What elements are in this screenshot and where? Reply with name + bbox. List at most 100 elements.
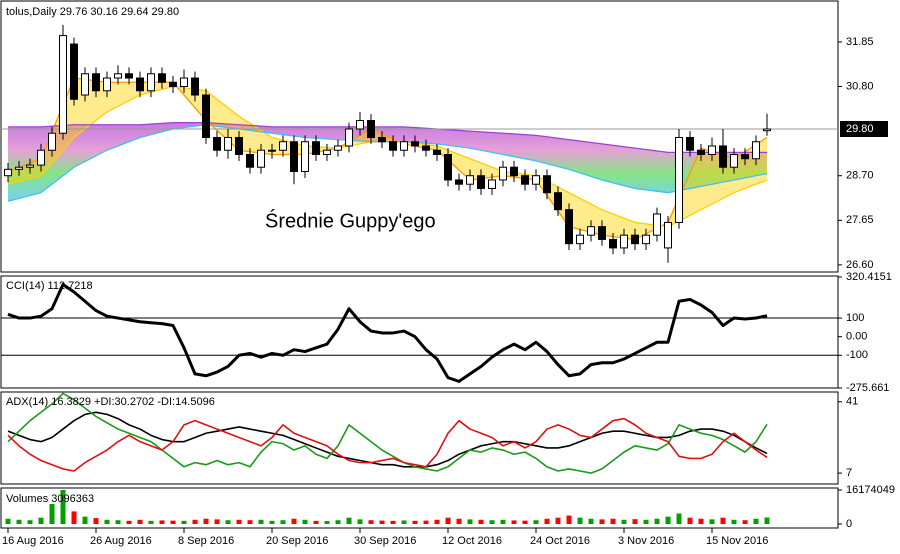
volume-bar (676, 513, 682, 524)
x-tick-label: 8 Sep 2016 (178, 535, 234, 547)
volume-bar (610, 518, 616, 524)
volume-bar (753, 518, 759, 524)
volume-bar (731, 519, 737, 524)
volume-bar (214, 519, 220, 524)
volume-bar (720, 517, 726, 524)
panel-title: ADX(14) 16.3829 +DI:30.2702 -DI:14.5096 (6, 396, 215, 408)
cci-panel (0, 275, 839, 389)
candle-body (224, 136, 232, 151)
volume-bar (511, 520, 517, 524)
volume-bar (643, 519, 649, 524)
volume-bar (709, 519, 715, 524)
volume-bar (280, 520, 286, 524)
candle-body (4, 168, 12, 177)
volume-bar (522, 520, 528, 524)
y-tick-label: 27.65 (846, 214, 874, 226)
candle-body (59, 35, 67, 134)
volume-bar (258, 519, 264, 524)
volume-bar (588, 518, 594, 524)
indicator-line (7, 392, 768, 474)
x-tick-label: 16 Aug 2016 (2, 535, 64, 547)
long-band (8, 122, 767, 202)
volume-bar (82, 516, 88, 524)
candle-body (125, 73, 133, 79)
candle-body (378, 136, 386, 143)
candle-body (763, 128, 771, 132)
volume-bar (533, 520, 539, 524)
volume-bar (225, 520, 231, 524)
volume-bar (566, 515, 572, 524)
candle-body (92, 73, 100, 92)
candle-body (686, 136, 694, 151)
volume-bar (632, 519, 638, 524)
volume-bar (313, 520, 319, 524)
volume-bar (192, 519, 198, 524)
candle-body (455, 179, 463, 185)
volume-bar (5, 518, 11, 524)
volume-bar (379, 520, 385, 524)
candle-body (367, 119, 375, 138)
volume-bar (489, 520, 495, 524)
candle-body (730, 153, 738, 168)
panel-title: tolus,Daily 29.76 30.16 29.64 29.80 (6, 6, 179, 18)
volume-bar (654, 518, 660, 524)
volume-bar (390, 520, 396, 524)
candle-body (70, 43, 78, 100)
candle-body (48, 132, 56, 151)
volume-bar (335, 520, 341, 524)
volume-bar (38, 517, 44, 524)
candle-body (81, 73, 89, 96)
candle-body (708, 145, 716, 155)
volume-bar (764, 517, 770, 524)
volume-bar (236, 519, 242, 524)
candle-body (15, 166, 23, 170)
volume-bar (401, 520, 407, 524)
y-tick-label: 7 (846, 467, 852, 479)
volume-bar (170, 520, 176, 524)
short-band (8, 78, 767, 240)
candle-body (323, 149, 331, 155)
candle-body (37, 149, 45, 166)
volume-bar (423, 520, 429, 524)
candle-body (444, 153, 452, 181)
volume-bar (687, 517, 693, 524)
candle-body (554, 192, 562, 211)
candle-body (202, 94, 210, 138)
candle-body (356, 119, 364, 130)
volume-bar (324, 521, 330, 524)
volume-bar (203, 518, 209, 524)
y-tick-label: 31.85 (846, 36, 874, 48)
y-tick-label: -100 (846, 349, 868, 361)
candle-body (136, 77, 144, 92)
candle-body (180, 77, 188, 88)
candle-body (191, 77, 199, 96)
volume-bar (302, 519, 308, 524)
candle-body (675, 136, 683, 223)
volume-bar (60, 490, 66, 524)
x-tick-label: 26 Aug 2016 (90, 535, 152, 547)
candle-body (466, 175, 474, 185)
candle-body (752, 141, 760, 160)
volume-bar (599, 519, 605, 524)
volume-bar (115, 520, 121, 524)
volume-bar (16, 519, 22, 524)
candle-body (290, 141, 298, 172)
candle-body (620, 234, 628, 249)
volume-bar (159, 520, 165, 524)
volume-bar (555, 517, 561, 524)
candle-body (26, 164, 34, 168)
adx-panel (0, 391, 839, 485)
volume-bar (456, 518, 462, 524)
candle-body (345, 128, 353, 147)
volume-bar (181, 520, 187, 524)
volume-bar (247, 520, 253, 524)
candle-body (609, 238, 617, 249)
volume-bar (500, 519, 506, 524)
y-tick-label: 41 (846, 396, 858, 408)
y-tick-label: 16174049 (846, 484, 895, 496)
price-panel (0, 0, 839, 273)
volume-bar (445, 517, 451, 524)
candle-body (719, 145, 727, 168)
candle-body (631, 234, 639, 245)
